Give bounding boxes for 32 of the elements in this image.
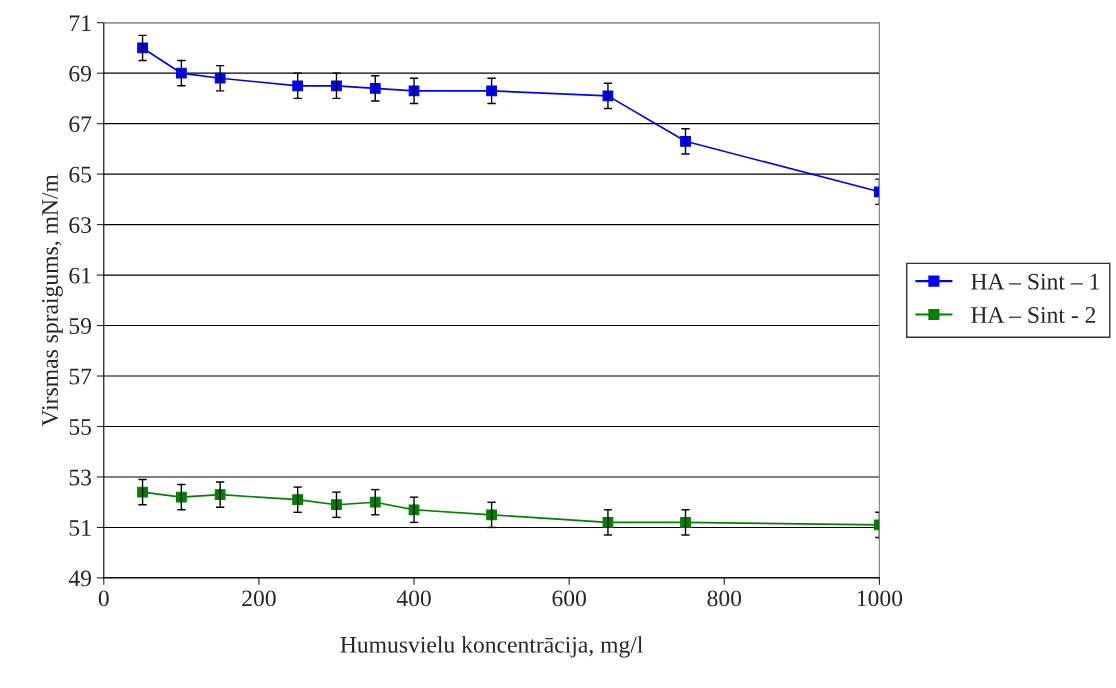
y-tick-label: 53: [69, 469, 92, 486]
y-tick-label: 61: [69, 267, 91, 284]
point: [292, 80, 304, 92]
point: [486, 85, 497, 97]
y-tick-label: 65: [69, 166, 92, 183]
point: [331, 80, 342, 92]
point: [369, 496, 381, 508]
x-tick-label: 1000: [857, 590, 903, 607]
point: [369, 82, 381, 94]
point: [292, 494, 304, 506]
y-tick-label: 67: [69, 116, 92, 133]
y-tick-label: 49: [68, 570, 92, 587]
y-tick-label: 59: [69, 318, 92, 334]
x-tick-label: 800: [707, 590, 742, 607]
y-tick-label: 63: [69, 217, 92, 234]
y-tick-label: 69: [69, 65, 92, 82]
y-tick-label: 51: [69, 520, 91, 536]
x-axis-title: Humusvielu koncentrācija, mg/l: [340, 636, 643, 658]
x-tick-label: 200: [242, 590, 276, 607]
y-tick-label: 55: [69, 419, 92, 435]
y-axis-title: Virsmas spraigums, mN/m: [42, 174, 63, 427]
x-tick-label: 600: [552, 590, 586, 607]
point: [486, 509, 497, 521]
y-tick-label: 71: [69, 15, 91, 31]
legend-label: HA – Sint – 1: [971, 273, 1099, 290]
point: [175, 67, 187, 79]
point: [331, 499, 342, 511]
point: [175, 491, 187, 503]
x-tick-label: 400: [396, 590, 431, 607]
y-tick-label: 57: [69, 368, 92, 385]
x-tick-label: 0: [98, 590, 109, 607]
legend-label: HA – Sint - 2: [971, 307, 1096, 323]
